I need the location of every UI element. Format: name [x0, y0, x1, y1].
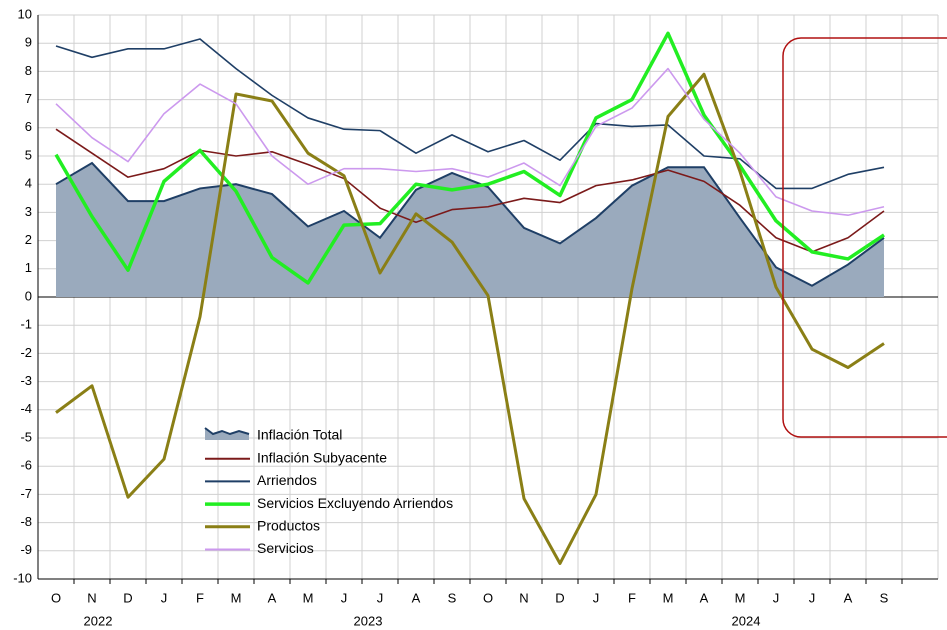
y-tick-label: -8: [20, 514, 32, 529]
line: [54, 31, 885, 285]
y-tick-label: -6: [20, 458, 32, 473]
y-tick-label: 5: [25, 147, 32, 162]
legend-label: Inflación Subyacente: [257, 449, 387, 465]
y-tick-label: -4: [20, 401, 32, 416]
x-tick-label: J: [161, 590, 168, 605]
y-tick-label: 10: [18, 6, 32, 21]
x-tick-label: J: [809, 590, 816, 605]
line: [55, 38, 885, 190]
x-tick-label: N: [519, 590, 528, 605]
y-tick-label: -9: [20, 542, 32, 557]
x-tick-label: J: [341, 590, 348, 605]
y-tick-label: -1: [20, 317, 32, 332]
x-tick-label: A: [700, 590, 709, 605]
x-tick-label: J: [593, 590, 600, 605]
highlight-box: [782, 37, 947, 438]
x-tick-label: S: [448, 590, 457, 605]
x-tick-label: D: [123, 590, 132, 605]
legend-label: Servicios Excluyendo Arriendos: [257, 495, 453, 511]
year-label: 2022: [84, 613, 113, 628]
year-label: 2024: [732, 613, 761, 628]
x-tick-label: O: [51, 590, 61, 605]
marks: [54, 31, 885, 565]
x-tick-label: M: [663, 590, 674, 605]
y-tick-label: -10: [13, 570, 32, 585]
y-tick-label: -5: [20, 429, 32, 444]
y-tick-label: 6: [25, 119, 32, 134]
y-tick-label: -3: [20, 373, 32, 388]
x-tick-label: A: [844, 590, 853, 605]
line: [55, 72, 885, 565]
legend: Inflación Total Inflación Subyacente Arrie…: [204, 427, 453, 556]
legend-label: Arriendos: [257, 472, 317, 488]
year-label: 2023: [354, 613, 383, 628]
area: [56, 163, 884, 297]
y-tick-label: -7: [20, 486, 32, 501]
line: [55, 67, 885, 217]
y-tick-label: 4: [25, 176, 32, 191]
x-tick-label: M: [735, 590, 746, 605]
x-tick-label: A: [412, 590, 421, 605]
x-tick-label: A: [268, 590, 277, 605]
x-tick-label: J: [773, 590, 780, 605]
area-outline: [55, 161, 885, 287]
y-tick-label: 8: [25, 63, 32, 78]
x-tick-label: M: [303, 590, 314, 605]
y-tick-label: 7: [25, 91, 32, 106]
y-tick-label: 0: [25, 288, 32, 303]
y-tick-label: -2: [20, 345, 32, 360]
x-tick-label: F: [628, 590, 636, 605]
legend-label: Servicios: [257, 540, 314, 556]
legend-label: Inflación Total: [257, 427, 342, 443]
x-tick-label: F: [196, 590, 204, 605]
y-tick-label: 2: [25, 232, 32, 247]
x-tick-label: M: [231, 590, 242, 605]
x-tick-label: D: [555, 590, 564, 605]
y-tick-label: 3: [25, 204, 32, 219]
x-tick-label: S: [880, 590, 889, 605]
y-tick-label: 1: [25, 260, 32, 275]
legend-swatch-line: [204, 427, 250, 436]
x-tick-label: N: [87, 590, 96, 605]
legend-swatch: [205, 428, 249, 440]
x-tick-label: J: [377, 590, 384, 605]
x-tick-label: O: [483, 590, 493, 605]
y-tick-label: 9: [25, 35, 32, 50]
legend-label: Productos: [257, 518, 320, 534]
